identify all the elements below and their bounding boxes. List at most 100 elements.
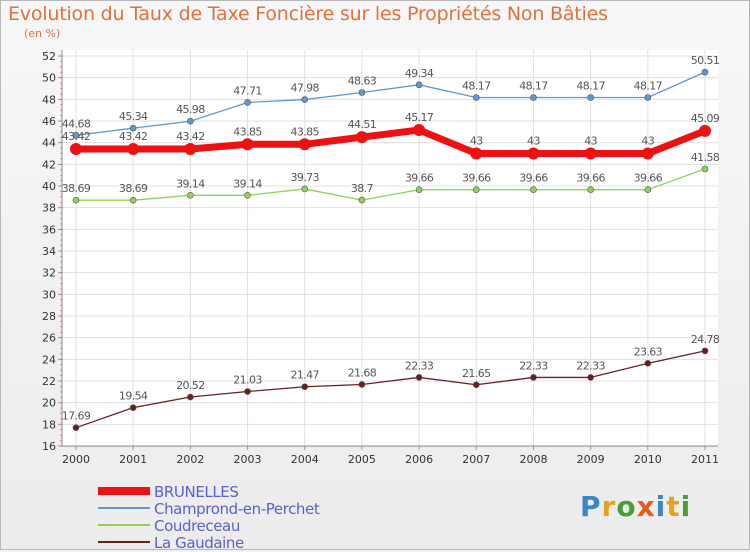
y-tick-label: 26 [42, 332, 56, 345]
y-tick-label: 44 [42, 137, 56, 150]
data-label: 39.14 [176, 177, 205, 190]
data-label: 43 [527, 135, 540, 148]
data-point [701, 68, 709, 76]
data-label: 39.66 [405, 172, 434, 185]
data-point [301, 185, 309, 193]
data-point [584, 147, 597, 160]
data-point [72, 196, 80, 204]
logo-letter: o [616, 490, 637, 523]
y-tick-label: 30 [42, 288, 56, 301]
data-point [358, 89, 366, 96]
data-point [244, 99, 251, 106]
data-label: 39.66 [634, 172, 663, 185]
x-tick-label: 2008 [519, 453, 547, 466]
data-point [587, 186, 594, 193]
data-point [644, 360, 652, 367]
data-point [415, 186, 423, 193]
x-tick-label: 2002 [176, 453, 204, 466]
data-point [187, 192, 194, 199]
data-point [413, 123, 426, 136]
data-point [527, 147, 540, 160]
line-chart: 16 18 20 22 24 26 28 30 32 34 36 38 40 42 44 46 48 50 52 20… [42, 50, 720, 466]
data-point [244, 192, 251, 199]
logo-letter: r [601, 490, 617, 523]
legend-swatch [98, 507, 150, 509]
x-tick-label: 2004 [291, 453, 319, 466]
data-label: 48.17 [519, 79, 548, 92]
y-tick-label: 48 [42, 93, 56, 106]
data-label: 21.68 [348, 366, 377, 379]
data-label: 22.33 [405, 359, 434, 372]
data-label: 49.34 [405, 67, 434, 80]
data-point [72, 132, 80, 139]
x-tick-label: 2003 [234, 453, 262, 466]
data-point [415, 81, 423, 89]
data-label: 20.52 [176, 379, 205, 392]
data-point [244, 388, 251, 395]
logo-letter: P [580, 490, 602, 523]
logo-letter: t [666, 490, 681, 523]
data-label: 44.68 [62, 117, 91, 130]
y-tick-label: 34 [42, 245, 56, 258]
y-tick-label: 20 [42, 397, 56, 410]
data-label: 45.98 [176, 103, 205, 116]
data-label: 45.09 [691, 112, 720, 125]
data-point [641, 147, 654, 160]
y-tick-label: 22 [42, 375, 56, 388]
y-tick-label: 50 [42, 72, 56, 85]
data-point [472, 186, 480, 193]
x-tick-label: 2007 [462, 453, 490, 466]
data-point [72, 424, 80, 431]
data-point [358, 381, 366, 388]
data-point [184, 142, 197, 155]
data-point [129, 196, 137, 204]
proxiti-logo: Proxiti [580, 490, 691, 523]
x-tick-label: 2001 [119, 453, 147, 466]
data-label: 48.17 [634, 79, 663, 92]
logo-letter: i [680, 490, 692, 523]
data-label: 43.42 [62, 130, 91, 143]
data-point [644, 186, 652, 193]
y-tick-label: 24 [42, 353, 56, 366]
data-label: 21.03 [233, 374, 262, 387]
data-point [472, 381, 480, 389]
series-line-coudreceau [75, 168, 706, 201]
series-line-la-gaudaine [75, 350, 706, 429]
data-label: 43.42 [119, 130, 148, 143]
data-label: 48.63 [348, 75, 377, 88]
y-tick-label: 36 [42, 223, 56, 236]
data-point [301, 96, 309, 103]
legend-label: La Gaudaine [154, 534, 244, 552]
data-label: 39.73 [290, 171, 319, 184]
data-point [129, 124, 137, 132]
data-point [415, 374, 423, 381]
chart-subtitle: (en %) [24, 27, 61, 40]
x-tick-label: 2011 [691, 453, 719, 466]
data-label: 39.66 [519, 172, 548, 185]
data-label: 47.71 [233, 84, 262, 97]
data-point [355, 131, 368, 144]
data-label: 39.66 [462, 172, 491, 185]
data-point [70, 142, 82, 155]
data-label: 48.17 [462, 79, 491, 92]
data-point [472, 94, 480, 101]
series-line-brunelles [72, 126, 709, 157]
data-point [187, 393, 194, 401]
data-label: 21.65 [462, 367, 491, 380]
data-point [127, 142, 140, 155]
data-label: 39.14 [233, 177, 262, 190]
data-point [530, 186, 537, 193]
data-label: 23.63 [634, 345, 663, 358]
data-label: 41.58 [691, 151, 720, 164]
y-tick-label: 52 [42, 50, 56, 63]
data-point [587, 374, 594, 381]
data-point [699, 124, 711, 137]
data-label: 43 [641, 135, 654, 148]
data-label: 45.17 [405, 111, 434, 124]
data-label: 48.17 [576, 79, 605, 92]
data-label: 45.34 [119, 110, 148, 123]
y-tick-label: 38 [42, 202, 56, 215]
x-tick-label: 2010 [634, 453, 662, 466]
y-tick-label: 42 [42, 158, 56, 171]
data-label: 43.85 [233, 125, 262, 138]
